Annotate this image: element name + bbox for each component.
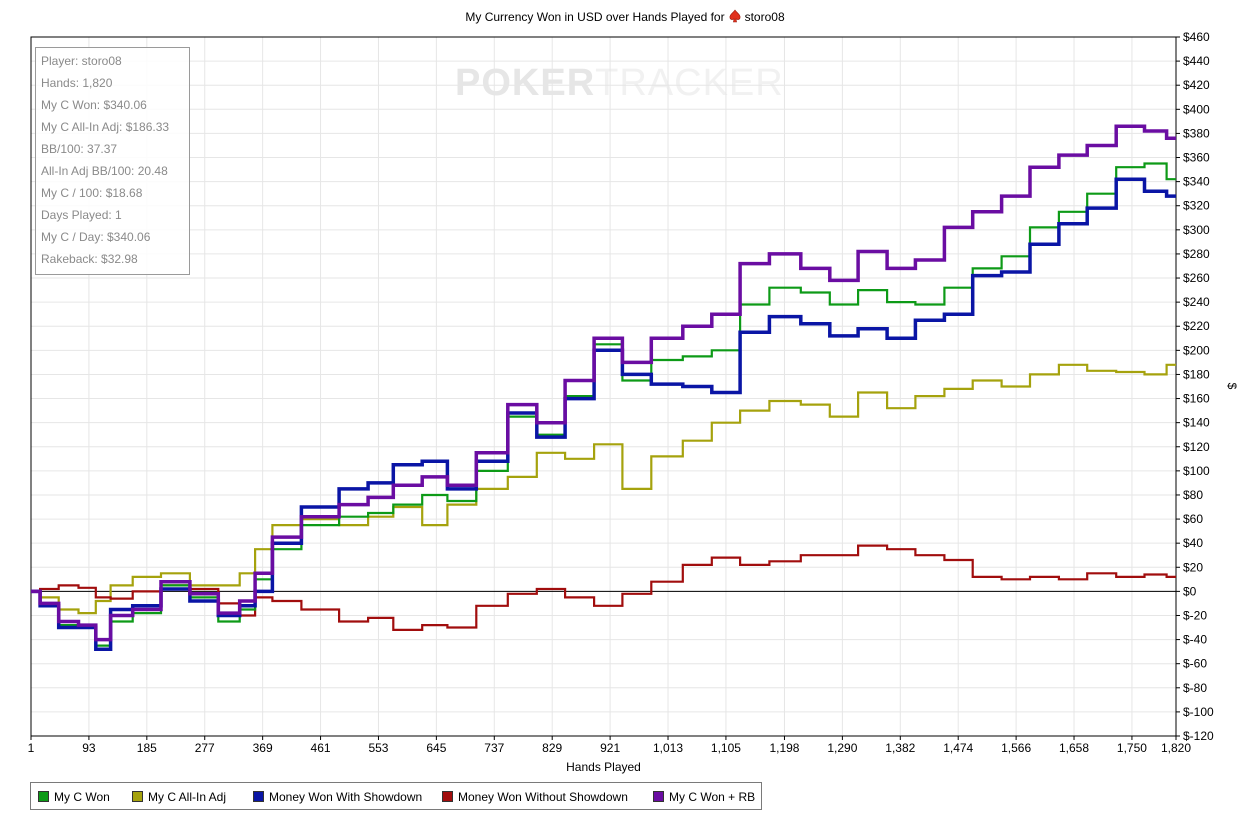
y-tick-label: $-80 — [1183, 681, 1207, 695]
y-tick-label: $180 — [1183, 367, 1210, 381]
series-line-my-c-won — [31, 162, 1176, 647]
stat-row: Player: storo08 — [41, 54, 122, 68]
x-tick-label: 93 — [82, 741, 96, 755]
chart-title-text: My Currency Won in USD over Hands Played… — [465, 10, 725, 24]
x-tick-label: 185 — [137, 741, 157, 755]
legend-item[interactable]: Money Won Without Showdown — [442, 790, 628, 804]
y-tick-label: $-20 — [1183, 608, 1207, 622]
legend-item[interactable]: Money Won With Showdown — [253, 790, 422, 804]
spade-icon — [728, 9, 742, 26]
y-tick-label: $300 — [1183, 223, 1210, 237]
stat-row: My C All-In Adj: $186.33 — [41, 120, 170, 134]
y-tick-label: $-40 — [1183, 633, 1207, 647]
y-tick-label: $460 — [1183, 30, 1210, 44]
legend-item[interactable]: My C Won + RB — [653, 790, 755, 804]
y-tick-label: $200 — [1183, 343, 1210, 357]
stat-row: My C Won: $340.06 — [41, 98, 147, 112]
y-tick-label: $-100 — [1183, 705, 1214, 719]
x-tick-label: 737 — [484, 741, 504, 755]
y-tick-label: $160 — [1183, 392, 1210, 406]
y-tick-label: $60 — [1183, 512, 1203, 526]
x-tick-label: 461 — [311, 741, 331, 755]
x-tick-label: 1 — [28, 741, 35, 755]
series-line-my-c-all-in-adj — [31, 363, 1176, 615]
x-tick-label: 553 — [368, 741, 388, 755]
y-tick-label: $420 — [1183, 78, 1210, 92]
x-tick-label: 829 — [542, 741, 562, 755]
legend-label: Money Won With Showdown — [269, 790, 423, 804]
x-tick-label: 1,820 — [1161, 741, 1191, 755]
y-tick-label: $0 — [1183, 584, 1197, 598]
y-tick-label: $-60 — [1183, 657, 1207, 671]
stat-row: My C / Day: $340.06 — [41, 230, 151, 244]
y-tick-label: $220 — [1183, 319, 1210, 333]
y-tick-label: $380 — [1183, 126, 1210, 140]
legend-label: My C All-In Adj — [148, 790, 227, 804]
legend-swatch — [253, 791, 264, 802]
y-tick-label: $240 — [1183, 295, 1210, 309]
stat-row: My C / 100: $18.68 — [41, 186, 143, 200]
stat-row: Days Played: 1 — [41, 208, 122, 222]
stat-row: BB/100: 37.37 — [41, 142, 118, 156]
y-axis-label: $ — [1225, 383, 1239, 390]
x-tick-label: 1,474 — [943, 741, 973, 755]
y-tick-label: $80 — [1183, 488, 1203, 502]
x-axis-label: Hands Played — [566, 760, 641, 774]
y-tick-label: $260 — [1183, 271, 1210, 285]
legend-swatch — [653, 791, 664, 802]
y-tick-label: $40 — [1183, 536, 1203, 550]
x-tick-label: 277 — [195, 741, 215, 755]
x-tick-label: 1,382 — [885, 741, 915, 755]
y-tick-label: $440 — [1183, 54, 1210, 68]
stat-row: Hands: 1,820 — [41, 76, 113, 90]
legend-swatch — [442, 791, 453, 802]
y-tick-label: $-120 — [1183, 729, 1214, 743]
legend-swatch — [132, 791, 143, 802]
y-tick-label: $140 — [1183, 416, 1210, 430]
y-tick-label: $400 — [1183, 102, 1210, 116]
legend-swatch — [38, 791, 49, 802]
y-tick-label: $120 — [1183, 440, 1210, 454]
y-tick-label: $100 — [1183, 464, 1210, 478]
x-tick-label: 921 — [600, 741, 620, 755]
legend-label: My C Won — [54, 790, 110, 804]
x-tick-label: 1,750 — [1117, 741, 1147, 755]
series-line-money-won-without-showdown — [31, 544, 1176, 631]
legend-item[interactable]: My C Won — [38, 790, 110, 804]
x-tick-label: 369 — [253, 741, 273, 755]
chart-title: My Currency Won in USD over Hands Played… — [0, 9, 1250, 26]
x-tick-label: 1,013 — [653, 741, 683, 755]
y-tick-label: $280 — [1183, 247, 1210, 261]
x-tick-label: 1,198 — [769, 741, 799, 755]
y-tick-label: $320 — [1183, 199, 1210, 213]
legend-label: My C Won + RB — [669, 790, 756, 804]
plot-frame — [30, 36, 1177, 737]
chart-title-player: storo08 — [744, 10, 785, 24]
stats-summary-box: Player: storo08 Hands: 1,820 My C Won: $34… — [35, 47, 190, 275]
y-tick-label: $340 — [1183, 175, 1210, 189]
series-line-my-c-won-rb — [31, 124, 1176, 642]
stat-row: Rakeback: $32.98 — [41, 252, 138, 266]
pokertracker-watermark: POKERTRACKER — [455, 62, 784, 104]
x-tick-label: 1,105 — [711, 741, 741, 755]
x-tick-label: 1,566 — [1001, 741, 1031, 755]
chart-legend: My C Won My C All-In Adj Money Won With Sh… — [30, 782, 762, 810]
x-tick-label: 1,658 — [1059, 741, 1089, 755]
x-tick-label: 645 — [426, 741, 446, 755]
legend-label: Money Won Without Showdown — [458, 790, 628, 804]
legend-item[interactable]: My C All-In Adj — [132, 790, 226, 804]
x-tick-label: 1,290 — [827, 741, 857, 755]
stat-row: All-In Adj BB/100: 20.48 — [41, 164, 168, 178]
y-tick-label: $20 — [1183, 560, 1203, 574]
y-tick-label: $360 — [1183, 151, 1210, 165]
